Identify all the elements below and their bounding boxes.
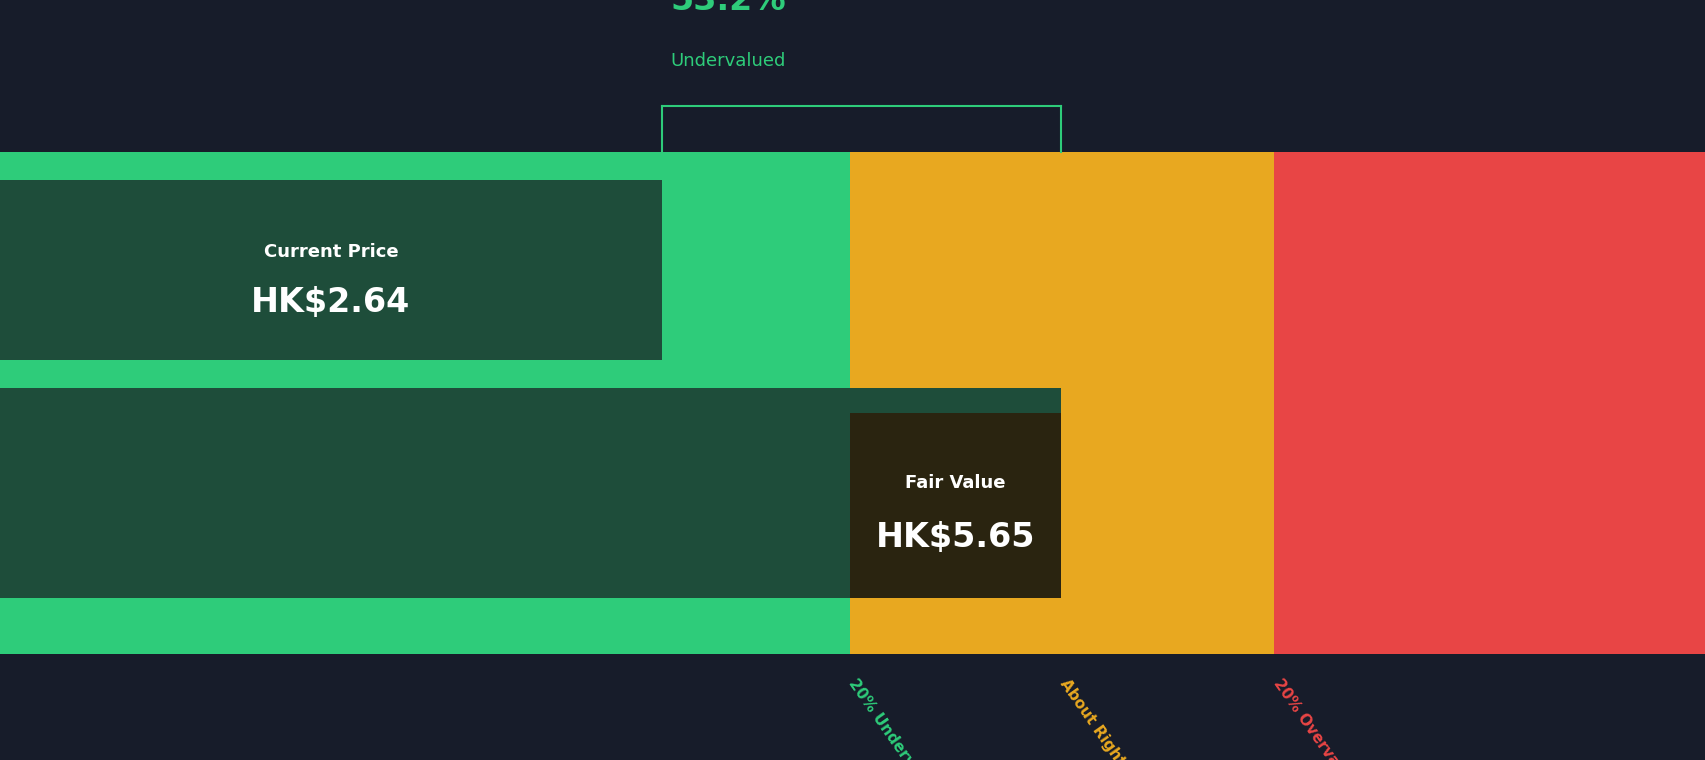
Bar — [849, 360, 1274, 388]
Text: 20% Undervalued: 20% Undervalued — [846, 676, 945, 760]
Bar — [1274, 179, 1705, 360]
Bar — [0, 598, 849, 654]
Bar — [0, 388, 1061, 598]
Bar — [1274, 388, 1705, 598]
Text: Fair Value: Fair Value — [905, 474, 1004, 492]
Bar — [1274, 598, 1705, 654]
Bar — [849, 179, 1274, 360]
Text: HK$2.64: HK$2.64 — [251, 286, 411, 319]
Bar — [849, 413, 1061, 598]
Text: 53.2%: 53.2% — [670, 0, 786, 17]
Bar — [0, 152, 849, 179]
Text: Current Price: Current Price — [264, 242, 397, 261]
Bar — [849, 388, 1274, 598]
Bar — [849, 598, 1274, 654]
Text: Undervalued: Undervalued — [670, 52, 786, 70]
Bar — [0, 360, 849, 388]
Bar — [849, 152, 1274, 179]
Bar — [0, 179, 849, 360]
Bar — [1274, 152, 1705, 179]
Bar — [1274, 360, 1705, 388]
Text: HK$5.65: HK$5.65 — [875, 521, 1035, 554]
Bar — [0, 179, 662, 360]
Text: 20% Overvalued: 20% Overvalued — [1270, 676, 1362, 760]
Bar — [0, 388, 849, 598]
Text: About Right: About Right — [1057, 676, 1127, 760]
